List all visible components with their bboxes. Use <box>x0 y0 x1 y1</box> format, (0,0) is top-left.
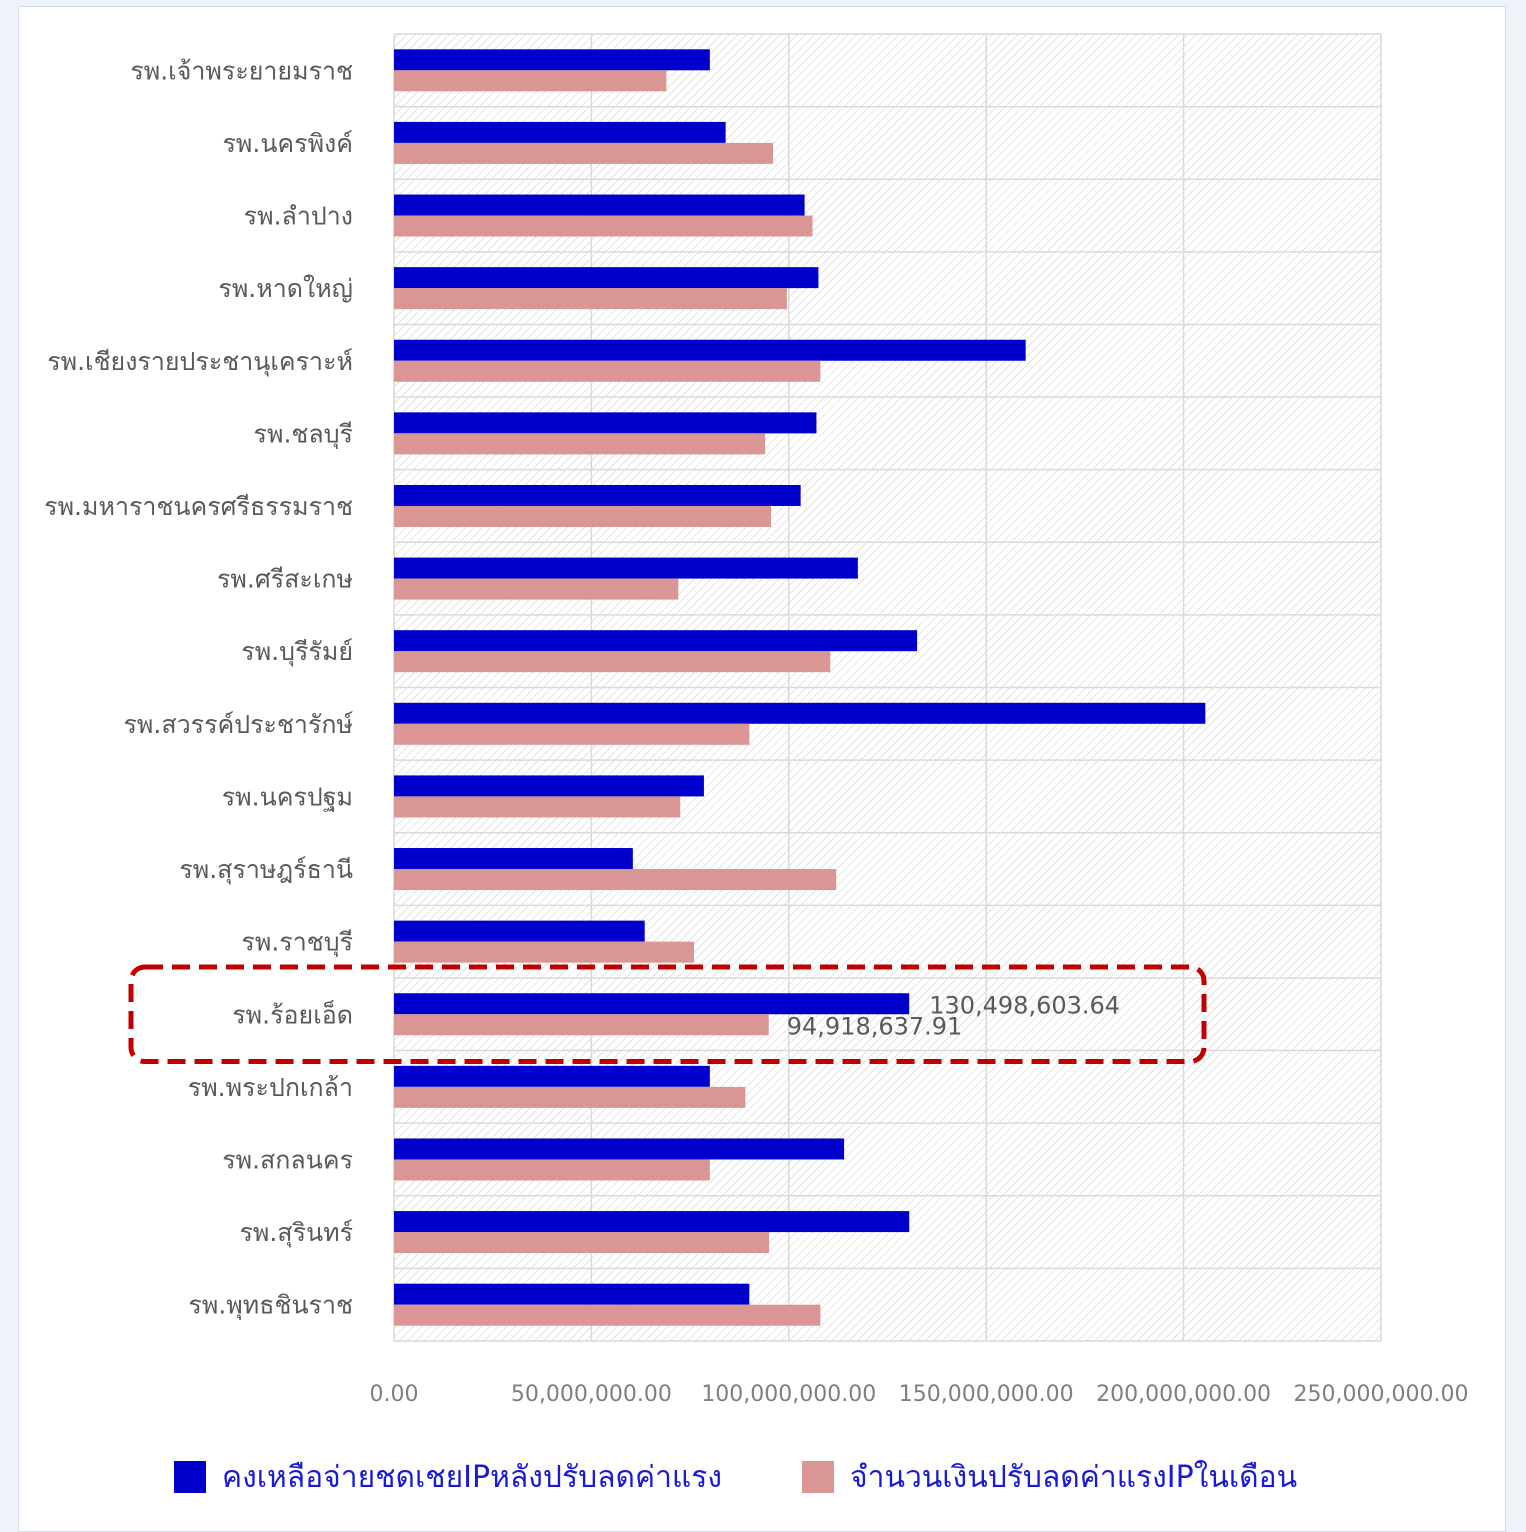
bar-series-2 <box>394 723 750 745</box>
x-tick-label: 0.00 <box>370 1382 419 1407</box>
bar-series-1 <box>394 920 645 942</box>
data-label-series-1: 130,498,603.64 <box>929 991 1120 1019</box>
category-label: รพ.สุราษฎร์ธานี <box>179 855 353 885</box>
bar-series-1 <box>394 775 704 797</box>
legend-item-series-1: คงเหลือจ่ายชดเชยIPหลังปรับลดค่าแรง <box>174 1454 722 1501</box>
bar-series-2 <box>394 215 813 237</box>
category-label: รพ.มหาราชนครศรีธรรมราช <box>44 492 353 521</box>
category-label: รพ.ชลบุรี <box>254 419 353 449</box>
category-label: รพ.เจ้าพระยายมราช <box>130 56 353 85</box>
category-label: รพ.ราชบุรี <box>241 928 353 958</box>
bar-series-1 <box>394 49 710 71</box>
legend-swatch-series-1 <box>174 1461 206 1493</box>
bar-series-2 <box>394 796 681 818</box>
bar-series-2 <box>394 1232 770 1254</box>
bar-series-2 <box>394 1304 821 1326</box>
bar-series-2 <box>394 1014 769 1036</box>
bar-series-1 <box>394 702 1206 724</box>
legend: คงเหลือจ่ายชดเชยIPหลังปรับลดค่าแรง จำนวน… <box>174 1455 1377 1499</box>
bars <box>394 49 1206 1326</box>
bar-series-2 <box>394 941 695 963</box>
bar-series-2 <box>394 360 821 382</box>
x-tick-label: 200,000,000.00 <box>1096 1382 1271 1407</box>
x-tick-label: 50,000,000.00 <box>511 1382 672 1407</box>
bar-series-1 <box>394 484 801 506</box>
x-tick-label: 150,000,000.00 <box>899 1382 1074 1407</box>
category-label: รพ.บุรีรัมย์ <box>241 637 353 667</box>
bar-series-1 <box>394 1211 910 1233</box>
bar-series-2 <box>394 288 787 310</box>
category-label: รพ.นครปฐม <box>222 782 353 811</box>
bar-series-2 <box>394 651 831 673</box>
bar-series-2 <box>394 1159 710 1181</box>
bar-series-1 <box>394 267 819 289</box>
category-label: รพ.เชียงรายประชานุเคราะห์ <box>47 347 353 377</box>
bar-series-1 <box>394 1283 750 1305</box>
bar-series-2 <box>394 1086 746 1108</box>
category-labels: รพ.เจ้าพระยายมราชรพ.นครพิงค์รพ.ลำปางรพ.ห… <box>44 56 353 1320</box>
category-label: รพ.ร้อยเอ็ด <box>232 999 353 1029</box>
legend-item-series-2: จำนวนเงินปรับลดค่าแรงIPในเดือน <box>802 1454 1297 1501</box>
category-label: รพ.หาดใหญ่ <box>218 274 353 303</box>
category-label: รพ.นครพิงค์ <box>222 129 353 158</box>
category-label: รพ.พุทธชินราช <box>188 1291 353 1321</box>
bar-series-2 <box>394 70 667 92</box>
bar-series-1 <box>394 1138 845 1160</box>
highlight-box <box>128 964 1207 1065</box>
bar-series-1 <box>394 412 817 434</box>
category-label: รพ.สวรรค์ประชารักษ์ <box>123 710 353 739</box>
bar-series-1 <box>394 194 805 216</box>
bar-series-1 <box>394 339 1026 361</box>
bar-series-2 <box>394 505 772 527</box>
legend-label-series-1: คงเหลือจ่ายชดเชยIPหลังปรับลดค่าแรง <box>222 1459 723 1495</box>
category-label: รพ.ศรีสะเกษ <box>217 565 353 594</box>
x-tick-labels: 0.00 50,000,000.00 100,000,000.00 150,000,0… <box>370 1382 1469 1407</box>
legend-label-series-2: จำนวนเงินปรับลดค่าแรงIPในเดือน <box>850 1459 1298 1495</box>
bar-series-1 <box>394 1065 710 1087</box>
category-label: รพ.สุรินทร์ <box>239 1218 353 1248</box>
category-label: รพ.ลำปาง <box>244 202 353 231</box>
x-tick-label: 100,000,000.00 <box>701 1382 876 1407</box>
category-label: รพ.พระปกเกล้า <box>188 1073 353 1102</box>
bar-series-2 <box>394 869 837 891</box>
bar-series-1 <box>394 848 633 870</box>
data-label-series-2: 94,918,637.91 <box>787 1012 963 1040</box>
bar-series-1 <box>394 121 726 143</box>
category-label: รพ.สกลนคร <box>222 1145 353 1174</box>
gridlines <box>393 33 1382 1342</box>
x-tick-label: 250,000,000.00 <box>1294 1382 1469 1407</box>
bar-series-1 <box>394 630 918 652</box>
bar-series-2 <box>394 433 766 455</box>
bar-series-1 <box>394 557 858 579</box>
bar-chart: รพ.เจ้าพระยายมราชรพ.นครพิงค์รพ.ลำปางรพ.ห… <box>44 33 1469 1407</box>
bar-series-2 <box>394 578 679 600</box>
bar-series-1 <box>394 993 910 1015</box>
legend-swatch-series-2 <box>802 1461 835 1493</box>
bar-series-2 <box>394 142 774 164</box>
